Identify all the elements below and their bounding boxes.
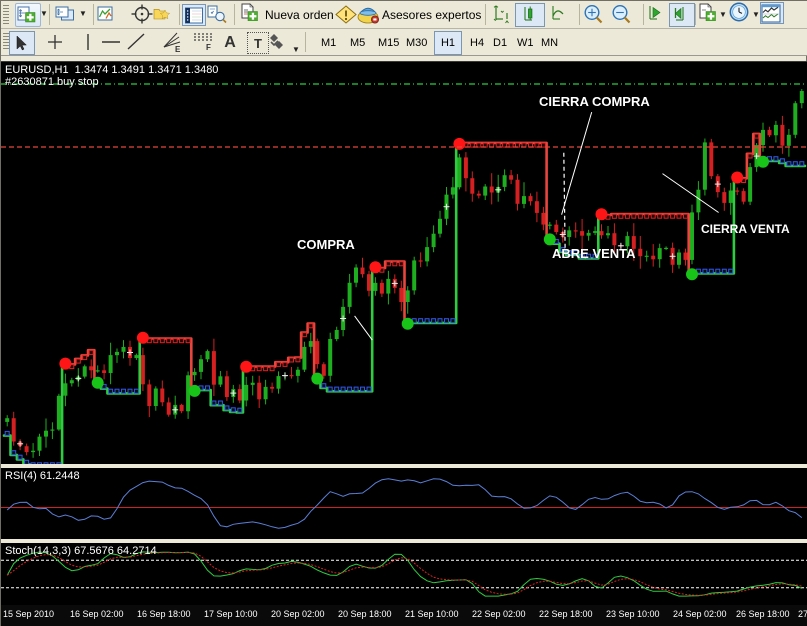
svg-text:E: E (175, 45, 181, 53)
svg-text:F: F (206, 43, 211, 52)
